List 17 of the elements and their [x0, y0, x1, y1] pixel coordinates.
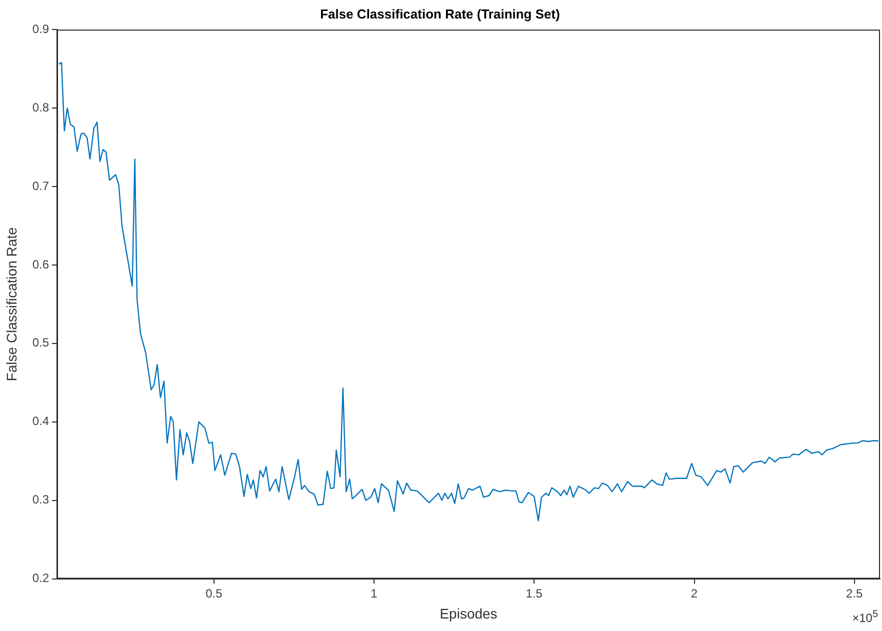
- x-tick-label: 0.5: [206, 586, 223, 600]
- x-tick-label: 2.5: [846, 586, 864, 600]
- x-tick-label: 1.5: [526, 586, 543, 600]
- y-tick-label: 0.5: [32, 336, 50, 350]
- y-tick-label: 0.9: [32, 22, 50, 36]
- x-tick-label: 2: [690, 586, 698, 600]
- y-tick-label: 0.3: [32, 492, 50, 507]
- y-tick-label: 0.2: [32, 571, 50, 586]
- y-tick-label: 0.6: [32, 257, 50, 272]
- chart-title: False Classification Rate (Training Set): [320, 6, 560, 22]
- y-tick-label: 0.7: [32, 178, 50, 193]
- x-tick-label: 1: [370, 586, 378, 600]
- text: ×10$^{5}$: [852, 609, 878, 625]
- y-tick-label: 0.8: [32, 100, 50, 114]
- x-axis-title: Episodes: [440, 605, 498, 622]
- y-axis-title: False Classification Rate: [3, 226, 20, 382]
- y-tick-label: 0.4: [32, 414, 50, 428]
